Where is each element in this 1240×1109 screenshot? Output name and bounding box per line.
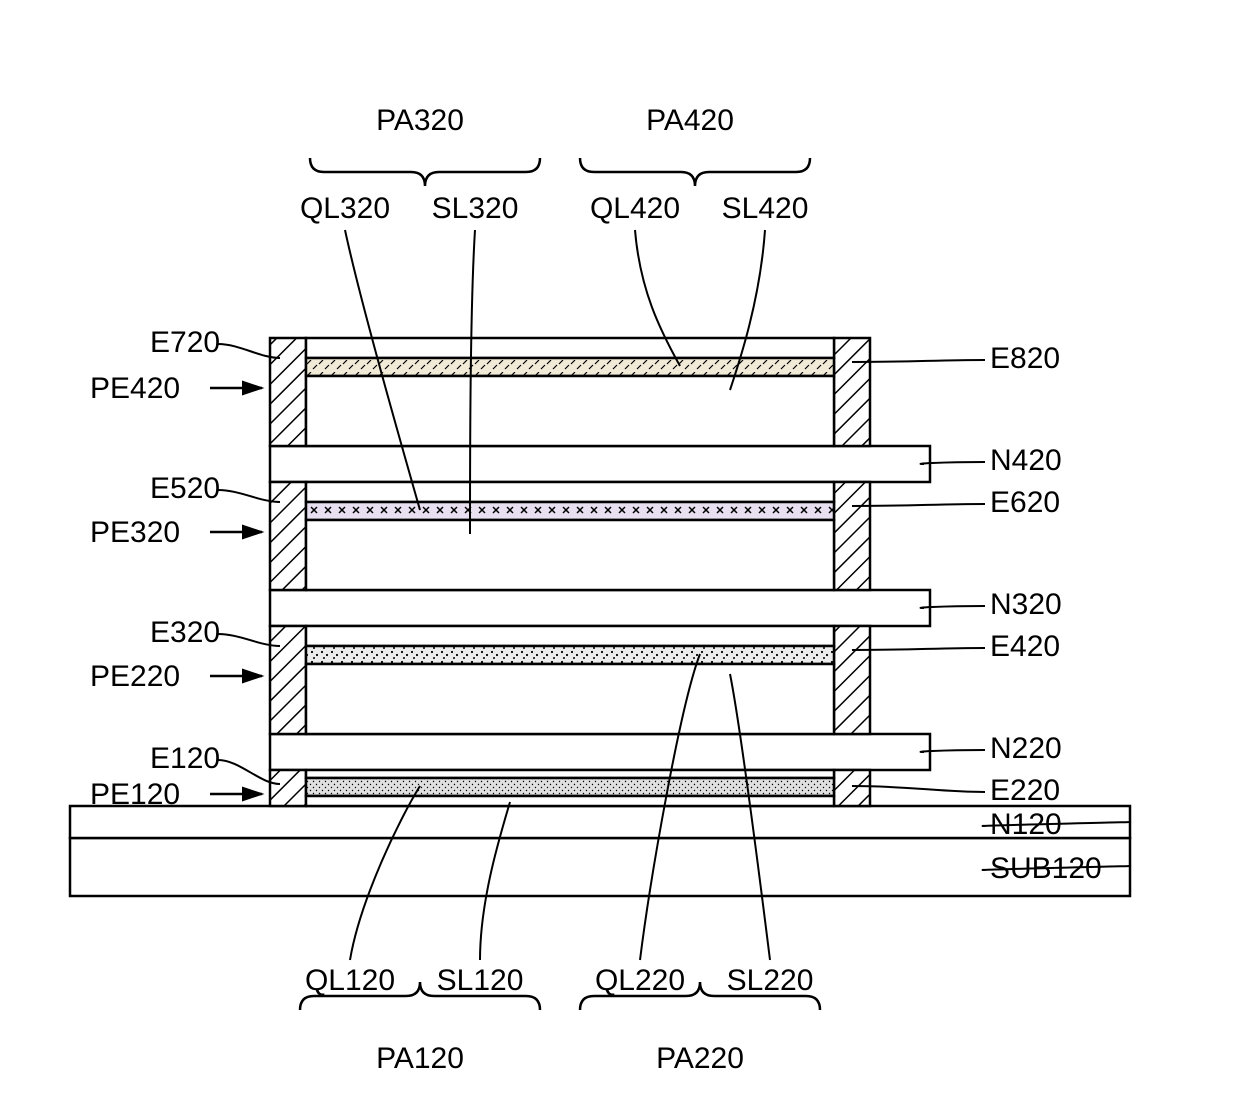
label-pa120: PA120 (376, 1042, 464, 1075)
label-e420-lead (852, 648, 985, 650)
pe4-gap (306, 338, 834, 358)
label-sl320: SL320 (432, 192, 519, 225)
label-n320: N320 (990, 588, 1062, 621)
label-ql120: QL120 (305, 964, 395, 997)
label-e620: E620 (990, 486, 1060, 519)
label-e220: E220 (990, 774, 1060, 807)
label-pe420: PE420 (90, 372, 180, 405)
label-e120: E120 (150, 742, 220, 775)
label-pe320: PE320 (90, 516, 180, 549)
ql120-layer (306, 778, 834, 796)
label-e820-lead (852, 360, 985, 362)
label-e620-lead (852, 504, 985, 506)
label-e320: E320 (150, 616, 220, 649)
n220 (270, 734, 930, 770)
e220 (834, 770, 870, 806)
label-e420: E420 (990, 630, 1060, 663)
e120 (270, 770, 306, 806)
n120 (70, 806, 1130, 838)
label-ql220: QL220 (595, 964, 685, 997)
label-n220-lead (921, 750, 985, 752)
label-pa420: PA420 (646, 104, 734, 137)
pe3-gap (306, 482, 834, 502)
brace-pa320 (310, 158, 540, 186)
label-sl420: SL420 (722, 192, 809, 225)
e420 (834, 626, 870, 734)
e820 (834, 338, 870, 446)
label-sl220: SL220 (727, 964, 814, 997)
label-ql320: QL320 (300, 192, 390, 225)
n420 (270, 446, 930, 482)
label-pe220: PE220 (90, 660, 180, 693)
label-pa220: PA220 (656, 1042, 744, 1075)
sl320-layer (306, 520, 834, 590)
ql320-layer (306, 502, 834, 520)
sl220-layer (306, 664, 834, 734)
label-n320-lead (921, 606, 985, 608)
label-sl120: SL120 (437, 964, 524, 997)
label-e220-lead (852, 786, 985, 792)
e720 (270, 338, 306, 446)
brace-pa420 (580, 158, 810, 186)
label-e720: E720 (150, 326, 220, 359)
label-e820: E820 (990, 342, 1060, 375)
sl120-layer (306, 796, 834, 806)
label-e520: E520 (150, 472, 220, 505)
label-n420: N420 (990, 444, 1062, 477)
label-ql420: QL420 (590, 192, 680, 225)
pe2-gap (306, 626, 834, 646)
n320 (270, 590, 930, 626)
label-n420-lead (921, 462, 985, 464)
label-n220: N220 (990, 732, 1062, 765)
label-pa320: PA320 (376, 104, 464, 137)
e520 (270, 482, 306, 590)
ql220-layer (306, 646, 834, 664)
e620 (834, 482, 870, 590)
sub120 (70, 838, 1130, 896)
e320 (270, 626, 306, 734)
label-pe120: PE120 (90, 778, 180, 811)
ql420-layer (306, 358, 834, 376)
